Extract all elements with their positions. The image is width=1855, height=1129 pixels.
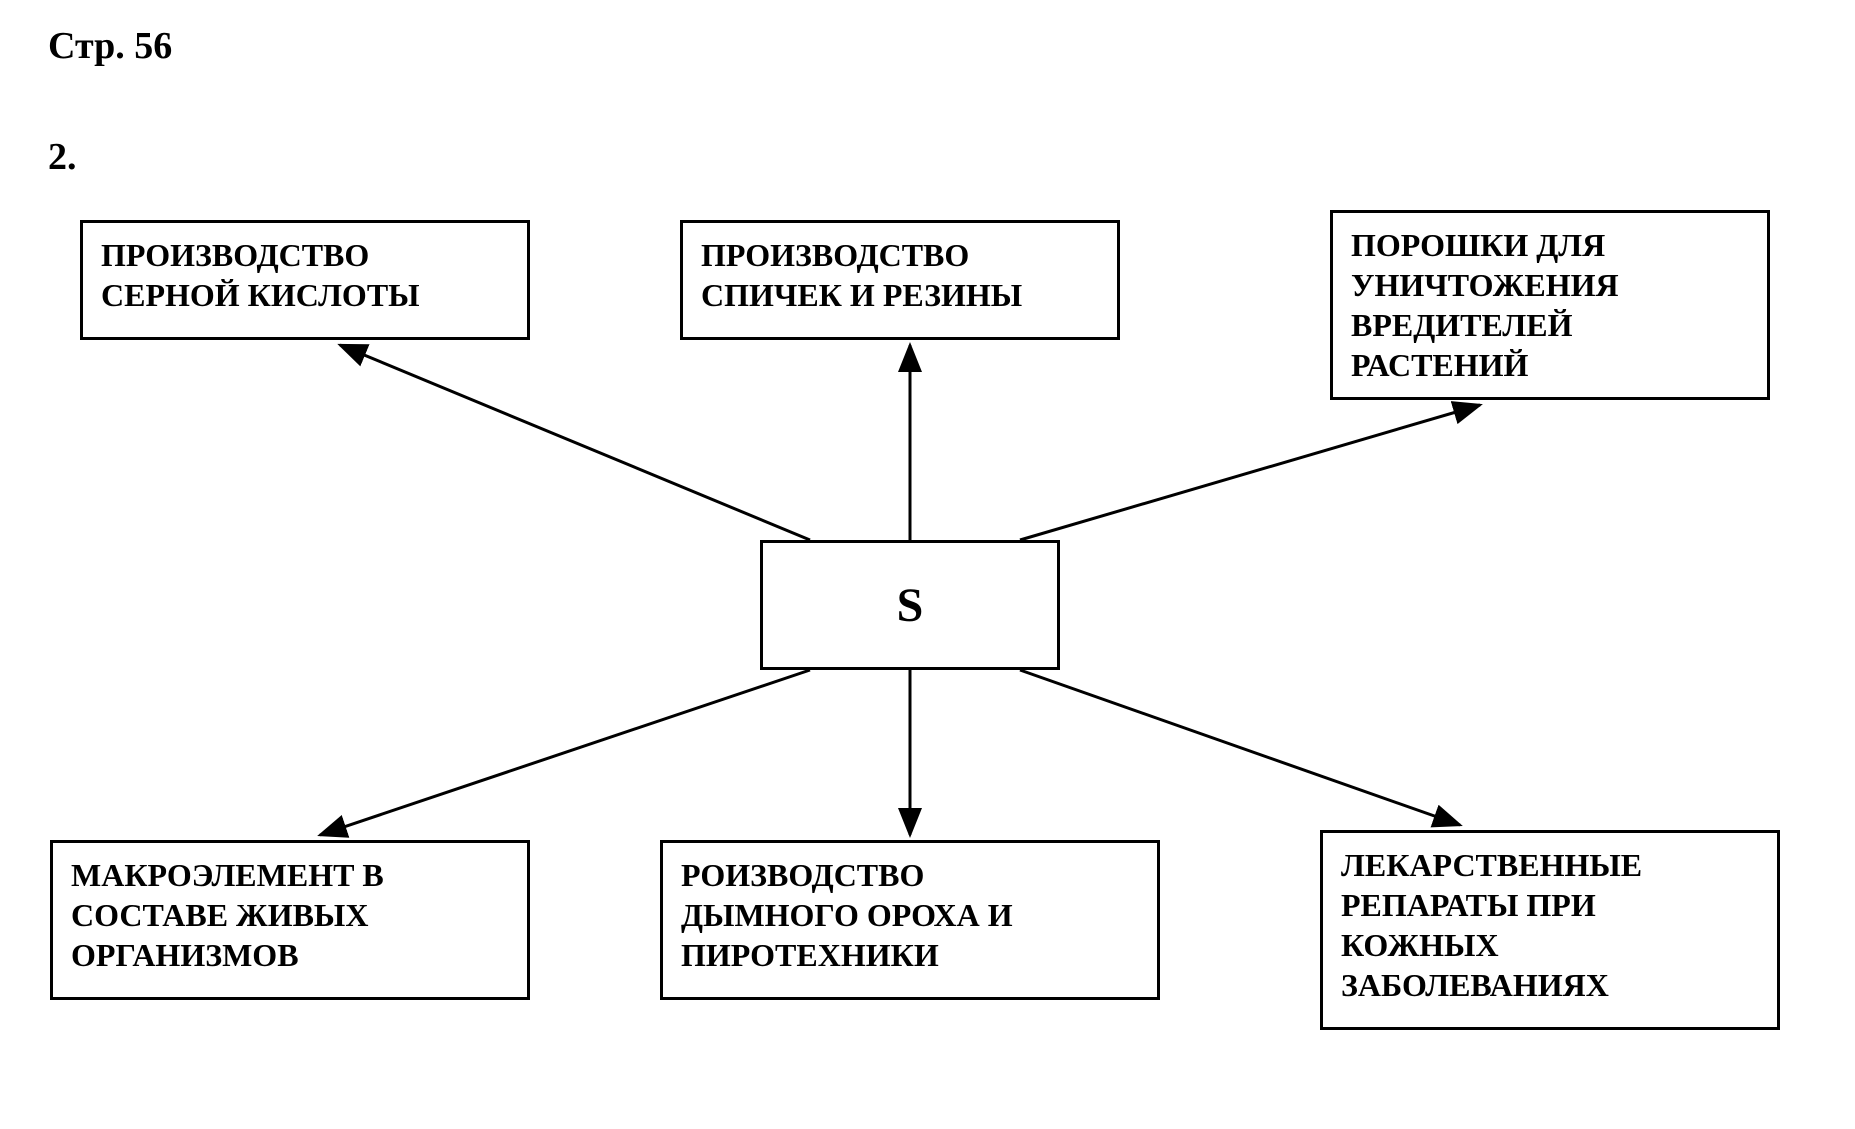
node-label-top-left: ПРОИЗВОДСТВО СЕРНОЙ КИСЛОТЫ	[101, 237, 420, 313]
item-number: 2.	[48, 135, 77, 179]
node-bottom-left: МАКРОЭЛЕМЕНТ В СОСТАВЕ ЖИВЫХ ОРГАНИЗМОВ	[50, 840, 530, 1000]
node-top-left: ПРОИЗВОДСТВО СЕРНОЙ КИСЛОТЫ	[80, 220, 530, 340]
edge-2	[1020, 405, 1480, 540]
node-top-center: ПРОИЗВОДСТВО СПИЧЕК И РЕЗИНЫ	[680, 220, 1120, 340]
edge-3	[320, 670, 810, 835]
node-label-bottom-right: ЛЕКАРСТВЕННЫЕ РЕПАРАТЫ ПРИ КОЖНЫХ ЗАБОЛЕ…	[1341, 847, 1642, 1003]
edge-5	[1020, 670, 1460, 825]
page-header: Стр. 56	[48, 24, 172, 68]
center-node: S	[760, 540, 1060, 670]
diagram-container: S ПРОИЗВОДСТВО СЕРНОЙ КИСЛОТЫ ПРОИЗВОДСТВ…	[40, 200, 1820, 1080]
edge-0	[340, 345, 810, 540]
node-label-top-right: ПОРОШКИ ДЛЯ УНИЧТОЖЕНИЯ ВРЕДИТЕЛЕЙ РАСТЕ…	[1351, 227, 1619, 383]
node-label-bottom-center: РОИЗВОДСТВО ДЫМНОГО ОРОХА И ПИРОТЕХНИКИ	[681, 857, 1013, 973]
node-bottom-right: ЛЕКАРСТВЕННЫЕ РЕПАРАТЫ ПРИ КОЖНЫХ ЗАБОЛЕ…	[1320, 830, 1780, 1030]
node-label-bottom-left: МАКРОЭЛЕМЕНТ В СОСТАВЕ ЖИВЫХ ОРГАНИЗМОВ	[71, 857, 384, 973]
node-bottom-center: РОИЗВОДСТВО ДЫМНОГО ОРОХА И ПИРОТЕХНИКИ	[660, 840, 1160, 1000]
node-top-right: ПОРОШКИ ДЛЯ УНИЧТОЖЕНИЯ ВРЕДИТЕЛЕЙ РАСТЕ…	[1330, 210, 1770, 400]
center-node-label: S	[897, 578, 924, 633]
node-label-top-center: ПРОИЗВОДСТВО СПИЧЕК И РЕЗИНЫ	[701, 237, 1022, 313]
